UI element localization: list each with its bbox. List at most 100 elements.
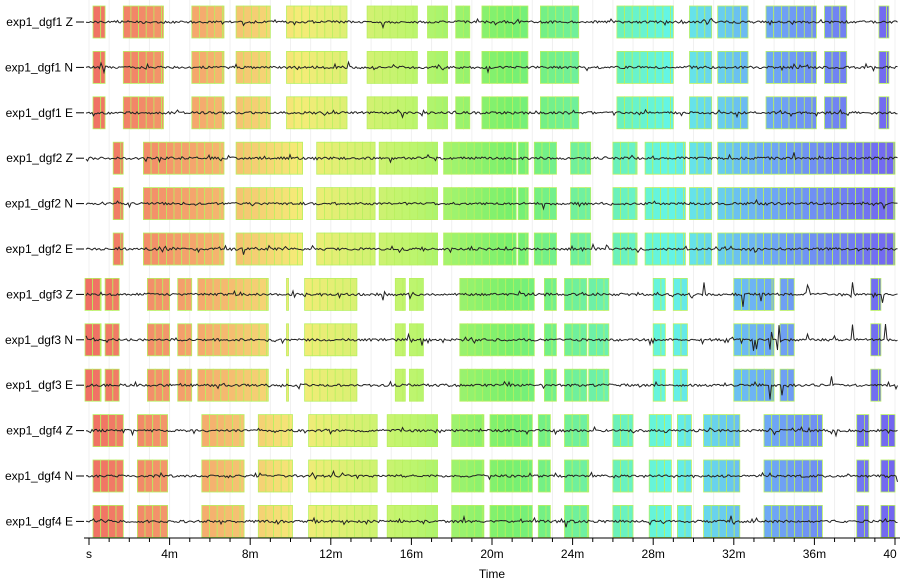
detection-segment (424, 187, 434, 221)
detection-segment (781, 96, 790, 130)
detection-segment (801, 459, 811, 493)
waveform-trace (85, 514, 898, 528)
trace-label: exp1_dgf2 E (6, 242, 73, 256)
tick-label: 12m (319, 547, 342, 561)
tick-label: 24m (561, 547, 584, 561)
detection-segment (893, 232, 896, 266)
detection-segment (612, 141, 622, 175)
waveform-trace (85, 282, 898, 307)
trace-label: exp1_dgf3 Z (6, 287, 73, 301)
trace-label: exp1_dgf2 N (5, 197, 73, 211)
waveform-trace (85, 108, 898, 119)
detection-segment (771, 277, 775, 311)
waveform-trace (85, 198, 898, 211)
tick-label: 8m (242, 547, 259, 561)
trace-label: exp1_dgf4 E (6, 514, 73, 528)
detection-segment (92, 96, 102, 130)
detection-segment (579, 323, 588, 357)
trace-label: exp1_dgf2 Z (6, 151, 73, 165)
detection-segment (481, 504, 485, 538)
detection-segment (770, 187, 780, 221)
detection-segment (878, 51, 888, 84)
detection-segment (232, 459, 241, 493)
detection-segment (839, 51, 848, 84)
trace-label: exp1_dgf1 Z (6, 15, 73, 29)
tick-label: 16m (400, 547, 423, 561)
detection-segment (159, 459, 169, 493)
trace-label: exp1_dgf3 E (6, 378, 73, 392)
tick-label: 40 (883, 547, 897, 561)
detection-segment (243, 51, 252, 84)
detection-segment (748, 323, 758, 357)
detection-segment (612, 187, 622, 221)
waveform-trace (85, 324, 898, 351)
waveform-trace (85, 376, 898, 400)
detection-segment (763, 141, 772, 175)
detection-segment (888, 504, 896, 538)
detection-segment (99, 368, 102, 402)
detection-segment (504, 232, 513, 266)
x-axis-title: Time (479, 567, 506, 581)
detection-segment (84, 368, 94, 402)
detection-segment (425, 504, 434, 538)
detection-segment (696, 141, 706, 175)
detection-segment (794, 414, 803, 448)
detection-segment (221, 51, 225, 84)
tick-label: 28m (642, 547, 665, 561)
detection-segment (201, 414, 210, 448)
detection-segment (224, 459, 233, 493)
detection-segment (462, 96, 471, 130)
trace-label: exp1_dgf4 Z (6, 424, 73, 438)
detection-segment (401, 141, 411, 175)
detection-segment (455, 5, 464, 39)
segments-layer (84, 0, 896, 538)
trace-label: exp1_dgf1 E (6, 106, 73, 120)
detection-segment (635, 232, 638, 266)
traces-layer (85, 17, 898, 528)
detection-segment (579, 504, 589, 538)
waveform-trace (85, 152, 898, 164)
waveform-trace (85, 425, 898, 438)
detection-segment (489, 504, 499, 538)
detection-segment (689, 187, 698, 221)
detection-segment (455, 51, 464, 84)
detection-segment (443, 232, 452, 266)
detection-segment (99, 277, 102, 311)
detection-segment (616, 51, 626, 84)
tick-label: s (86, 547, 92, 561)
detection-segment (704, 5, 713, 39)
detection-segment (153, 51, 162, 84)
detection-segment (474, 459, 483, 493)
waveform-trace (85, 17, 898, 30)
detection-segment (158, 232, 167, 266)
detection-segment (481, 459, 485, 493)
time-axis: Time s 4m 8m 12m 16m 20m 24m 28m 32m 36m 40 (84, 537, 900, 581)
detection-segment (161, 96, 164, 130)
detection-segment (115, 459, 124, 493)
detection-segment (587, 414, 590, 448)
waveform-trace (85, 242, 898, 255)
detection-segment (408, 277, 418, 311)
tick-label: 36m (803, 547, 826, 561)
detection-segment (832, 232, 841, 266)
waveform-trace (85, 469, 898, 483)
tick-label: 4m (161, 547, 178, 561)
detection-segment (689, 51, 698, 84)
detection-segment (361, 414, 371, 448)
detection-segment (369, 187, 376, 221)
trace-label: exp1_dgf3 N (5, 333, 73, 347)
detection-segment (817, 459, 823, 493)
waveform-trace (85, 60, 898, 75)
detection-segment (146, 277, 156, 311)
trace-label: exp1_dgf4 N (5, 469, 73, 483)
detection-segment (150, 232, 160, 266)
detection-segment (778, 232, 788, 266)
detection-segment (788, 96, 798, 130)
detection-segment (588, 368, 597, 402)
detection-segment (512, 141, 517, 175)
detection-segment (778, 414, 788, 448)
detection-segment (112, 323, 120, 357)
tick-label: 32m (722, 547, 745, 561)
detection-segment (796, 51, 805, 84)
